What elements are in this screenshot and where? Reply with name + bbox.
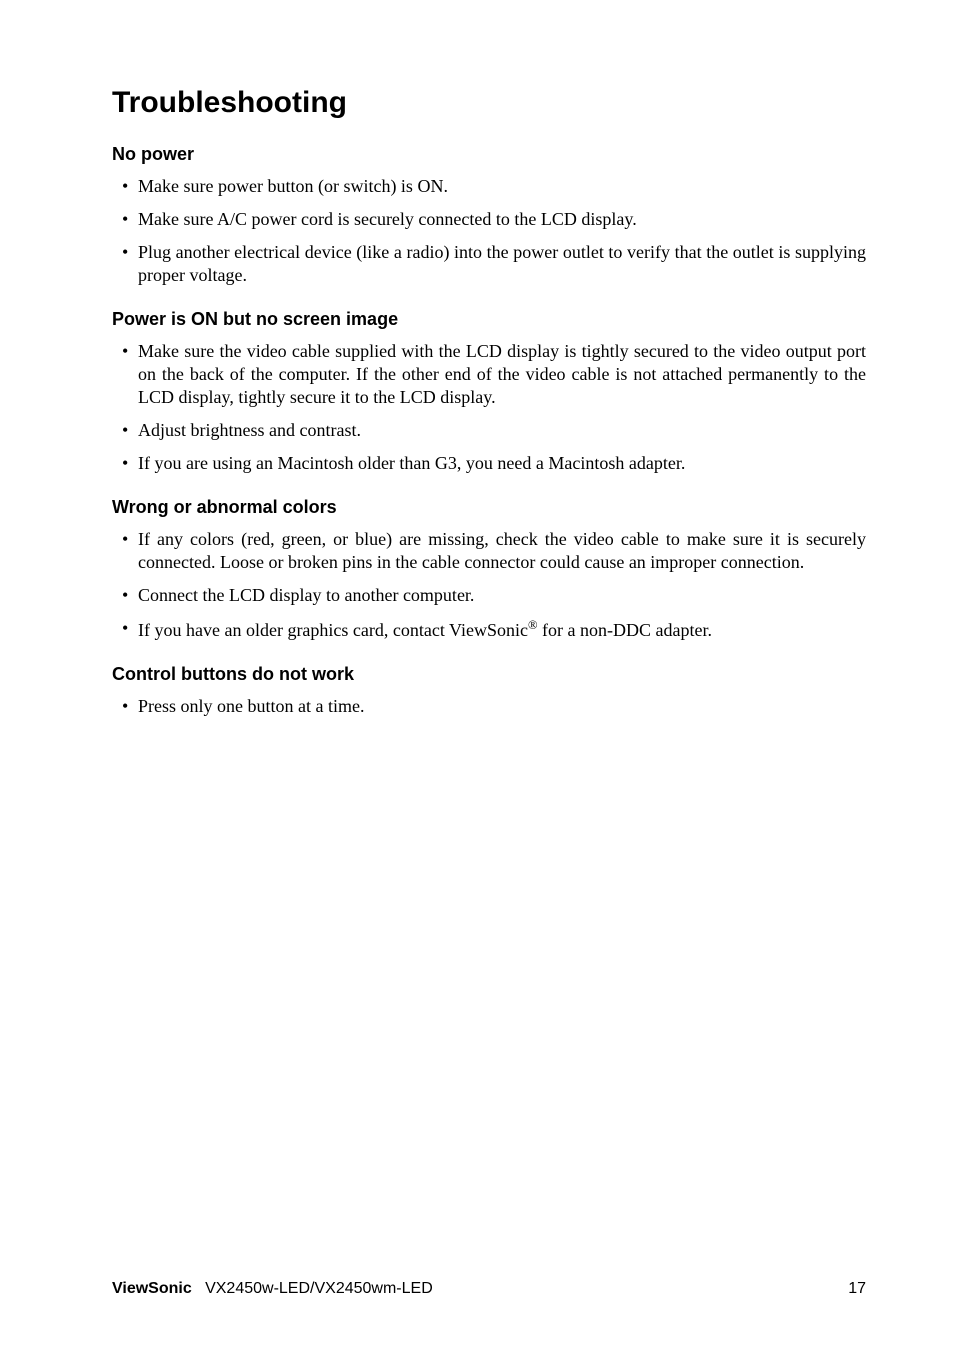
list-item: If any colors (red, green, or blue) are … (138, 528, 866, 574)
section-power-on-no-image: Power is ON but no screen image Make sur… (112, 309, 866, 475)
section-control-buttons: Control buttons do not work Press only o… (112, 664, 866, 718)
list-item: Plug another electrical device (like a r… (138, 241, 866, 287)
footer-left: ViewSonic VX2450w-LED/VX2450wm-LED (112, 1280, 433, 1298)
section-heading: Control buttons do not work (112, 664, 866, 685)
bullet-list: Press only one button at a time. (112, 695, 866, 718)
footer-model: VX2450w-LED/VX2450wm-LED (205, 1280, 433, 1297)
footer-brand: ViewSonic (112, 1280, 192, 1297)
list-item: If you have an older graphics card, cont… (138, 617, 866, 642)
list-item: Adjust brightness and contrast. (138, 419, 866, 442)
section-wrong-colors: Wrong or abnormal colors If any colors (… (112, 497, 866, 642)
bullet-list: Make sure power button (or switch) is ON… (112, 175, 866, 287)
bullet-list: Make sure the video cable supplied with … (112, 340, 866, 475)
section-heading: Wrong or abnormal colors (112, 497, 866, 518)
list-item: Connect the LCD display to another compu… (138, 584, 866, 607)
list-item: Make sure A/C power cord is securely con… (138, 208, 866, 231)
list-item: If you are using an Macintosh older than… (138, 452, 866, 475)
footer-page-number: 17 (848, 1280, 866, 1298)
bullet-list: If any colors (red, green, or blue) are … (112, 528, 866, 642)
section-no-power: No power Make sure power button (or swit… (112, 144, 866, 287)
list-item: Make sure the video cable supplied with … (138, 340, 866, 409)
section-heading: Power is ON but no screen image (112, 309, 866, 330)
page-footer: ViewSonic VX2450w-LED/VX2450wm-LED 17 (112, 1280, 866, 1298)
list-item: Press only one button at a time. (138, 695, 866, 718)
list-item: Make sure power button (or switch) is ON… (138, 175, 866, 198)
page-title: Troubleshooting (112, 86, 866, 120)
section-heading: No power (112, 144, 866, 165)
page: Troubleshooting No power Make sure power… (0, 0, 954, 1350)
